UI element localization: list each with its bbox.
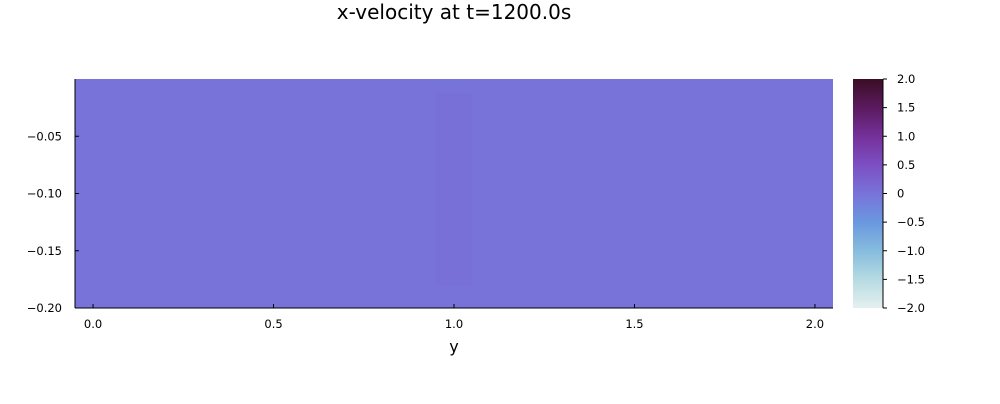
x-tick-label: 1.0: [445, 317, 463, 331]
colorbar-tick-label: −0.5: [897, 215, 925, 229]
colorbar-tick-label: 1.0: [897, 129, 915, 143]
y-tick-label: −0.20: [27, 301, 62, 315]
x-tick-label: 1.5: [625, 317, 643, 331]
colorbar-tick-label: −1.0: [897, 244, 925, 258]
colorbar-tick-label: 0.5: [897, 158, 915, 172]
colorbar-tick-label: −2.0: [897, 301, 925, 315]
x-axis-label: y: [449, 337, 458, 356]
x-tick-label: 2.0: [806, 317, 824, 331]
heatmap-plot-area: 0.0 0.5 1.0 1.5 2.0 −0.05 −0.10 −0.15 −0.20: [27, 79, 833, 331]
y-tick-label: −0.05: [27, 129, 62, 143]
y-tick-label: −0.15: [27, 244, 62, 258]
colorbar-tick-label: 1.5: [897, 101, 915, 115]
colorbar-tick-label: −1.5: [897, 272, 925, 286]
colorbar-tick-label: 0: [897, 187, 904, 201]
colorbar: 2.0 1.5 1.0 0.5 0 −0.5 −1.0 −1.5 −2.0: [853, 72, 925, 315]
x-tick-label: 0.0: [84, 317, 102, 331]
colorbar-tick-label: 2.0: [897, 72, 915, 86]
x-tick-label: 0.5: [264, 317, 282, 331]
colorbar-gradient: [853, 79, 883, 308]
y-tick-label: −0.10: [27, 187, 62, 201]
heatmap-cell: [435, 93, 473, 286]
chart-title: x-velocity at t=1200.0s: [337, 0, 572, 24]
